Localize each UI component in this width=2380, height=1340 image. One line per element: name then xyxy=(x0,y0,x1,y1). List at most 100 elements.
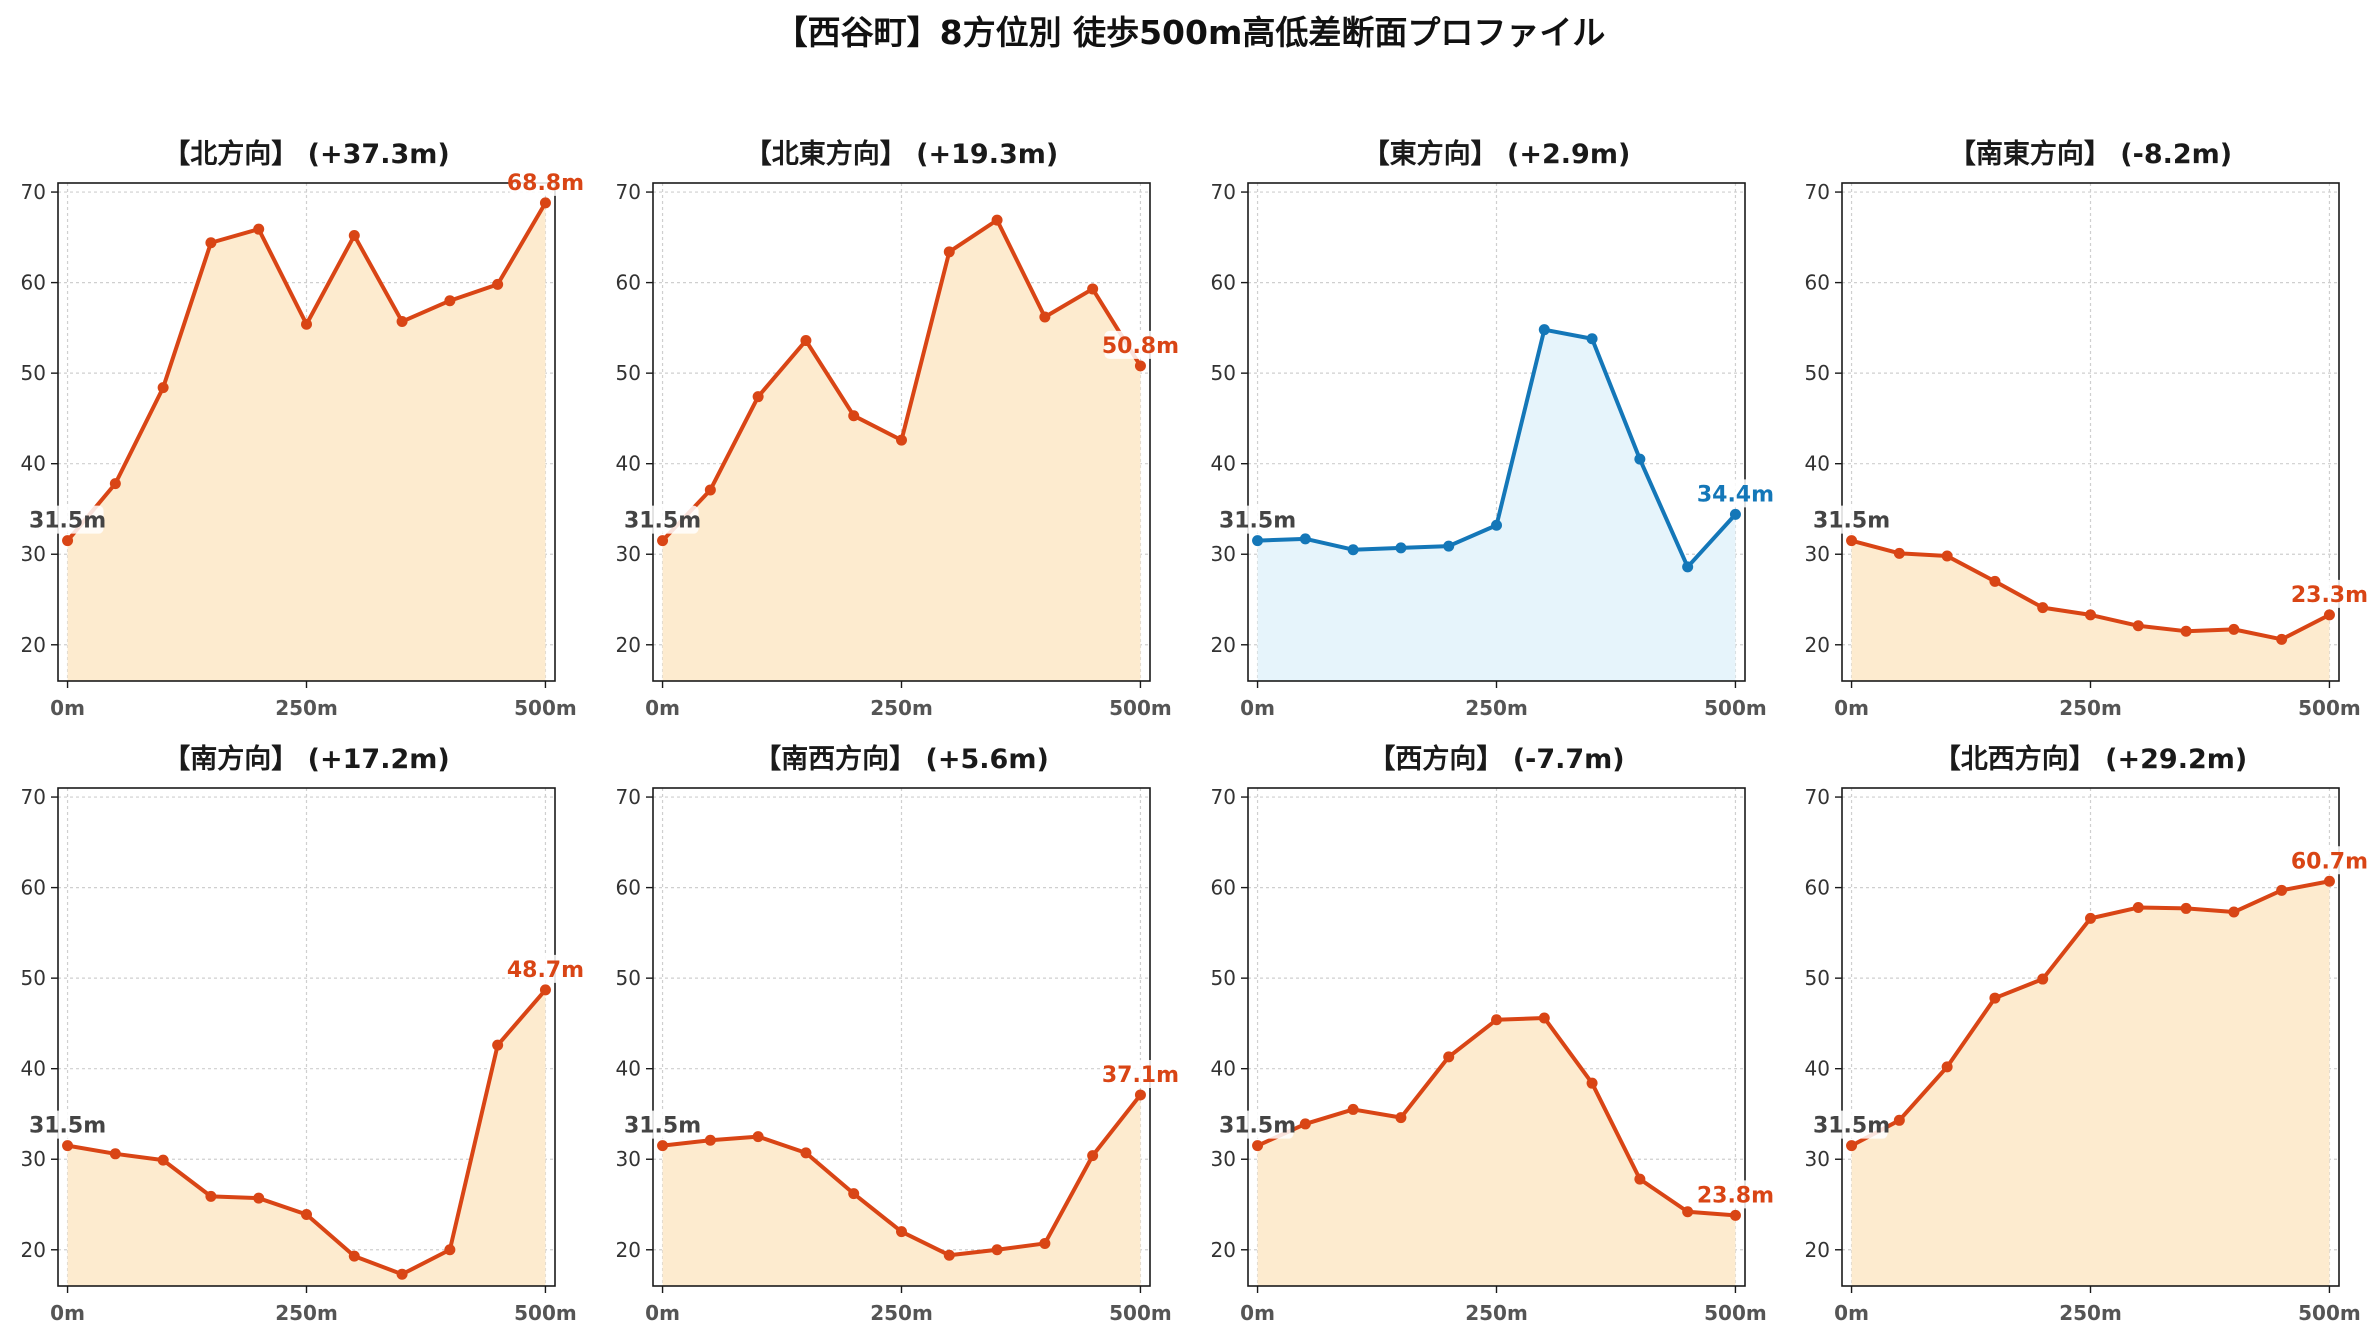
y-tick-label: 70 xyxy=(616,785,641,809)
y-tick-label: 40 xyxy=(21,452,46,476)
y-tick-label: 60 xyxy=(1211,271,1236,295)
elevation-point xyxy=(1443,1051,1455,1063)
elevation-area xyxy=(1851,881,2330,1286)
elevation-point xyxy=(1586,1077,1598,1089)
elevation-point xyxy=(2323,875,2335,887)
y-tick-label: 70 xyxy=(1211,785,1236,809)
y-tick-label: 60 xyxy=(1211,876,1236,900)
y-tick-label: 40 xyxy=(1805,452,1830,476)
profile-panel: 20 30 40 50 60 70 0m 250m 500m 【北西方向】 (+29.2m) 31.… xyxy=(1805,743,2369,1325)
elevation-point xyxy=(1941,550,1953,562)
elevation-point xyxy=(1039,311,1051,323)
y-tick-label: 30 xyxy=(616,542,641,566)
elevation-point xyxy=(1347,1103,1359,1115)
profile-panel: 20 30 40 50 60 70 0m 250m 500m 【南方向】 (+17.2m) 31.5… xyxy=(21,743,585,1325)
elevation-point xyxy=(253,223,265,235)
elevation-point xyxy=(492,1039,504,1051)
elevation-point xyxy=(1087,1150,1099,1162)
panel-title: 【北東方向】 (+19.3m) xyxy=(745,138,1058,170)
start-elevation-label: 31.5m xyxy=(29,1114,106,1139)
elevation-point xyxy=(539,197,551,209)
elevation-point xyxy=(657,535,669,547)
elevation-point xyxy=(62,1140,74,1152)
y-tick-label: 40 xyxy=(616,1057,641,1081)
y-tick-label: 60 xyxy=(21,876,46,900)
x-tick-label: 250m xyxy=(275,1301,338,1325)
x-tick-label: 500m xyxy=(1109,1301,1172,1325)
elevation-point xyxy=(2180,902,2192,914)
y-tick-label: 40 xyxy=(1211,452,1236,476)
profile-panel: 20 30 40 50 60 70 0m 250m 500m 【北東方向】 (+19.3m) 31.… xyxy=(616,138,1180,720)
end-elevation-label: 23.3m xyxy=(2291,583,2368,608)
x-tick-label: 250m xyxy=(2059,1301,2122,1325)
elevation-point xyxy=(2228,906,2240,918)
elevation-point xyxy=(1893,1114,1905,1126)
x-tick-label: 250m xyxy=(870,696,933,720)
y-tick-label: 40 xyxy=(616,452,641,476)
elevation-point xyxy=(396,1268,408,1280)
elevation-area xyxy=(662,220,1141,681)
y-tick-label: 70 xyxy=(21,785,46,809)
x-tick-label: 250m xyxy=(1465,696,1528,720)
y-tick-label: 50 xyxy=(21,361,46,385)
elevation-point xyxy=(1395,542,1407,554)
elevation-point xyxy=(1586,333,1598,345)
end-label-bg xyxy=(509,167,582,196)
y-tick-label: 20 xyxy=(1805,633,1830,657)
y-tick-label: 20 xyxy=(1211,633,1236,657)
x-tick-label: 0m xyxy=(50,696,85,720)
elevation-point xyxy=(1893,547,1905,559)
elevation-point xyxy=(1729,1209,1741,1221)
end-label-bg xyxy=(1699,479,1772,508)
panel-title: 【北方向】 (+37.3m) xyxy=(163,138,449,170)
elevation-point xyxy=(109,1148,121,1160)
start-elevation-label: 31.5m xyxy=(624,509,701,534)
y-tick-label: 20 xyxy=(1211,1238,1236,1262)
y-tick-label: 50 xyxy=(1211,966,1236,990)
start-label-bg xyxy=(31,505,104,534)
elevation-point xyxy=(1682,561,1694,573)
y-tick-label: 30 xyxy=(1805,542,1830,566)
elevation-point xyxy=(444,295,456,307)
x-tick-label: 0m xyxy=(1834,696,1869,720)
elevation-point xyxy=(657,1140,669,1152)
y-tick-label: 30 xyxy=(1211,1147,1236,1171)
y-tick-label: 50 xyxy=(1805,966,1830,990)
y-tick-label: 70 xyxy=(1805,785,1830,809)
x-tick-label: 500m xyxy=(1109,696,1172,720)
elevation-point xyxy=(1252,1140,1264,1152)
elevation-point xyxy=(896,434,907,446)
x-tick-label: 0m xyxy=(645,1301,680,1325)
elevation-point xyxy=(2037,973,2049,985)
end-label-bg xyxy=(509,954,582,983)
x-tick-label: 250m xyxy=(870,1301,933,1325)
elevation-point xyxy=(205,1190,217,1202)
elevation-area xyxy=(662,1094,1141,1286)
elevation-point xyxy=(1729,508,1741,520)
x-tick-label: 250m xyxy=(275,696,338,720)
end-label-bg xyxy=(1699,1180,1772,1209)
start-label-bg xyxy=(626,1110,699,1139)
y-tick-label: 20 xyxy=(1805,1238,1830,1262)
start-elevation-label: 31.5m xyxy=(29,509,106,534)
y-tick-label: 60 xyxy=(1805,271,1830,295)
elevation-point xyxy=(2323,609,2335,621)
elevation-point xyxy=(1299,533,1311,545)
start-elevation-label: 31.5m xyxy=(1813,509,1890,534)
end-elevation-label: 50.8m xyxy=(1102,334,1179,359)
y-tick-label: 20 xyxy=(21,1238,46,1262)
elevation-point xyxy=(253,1192,265,1204)
elevation-point xyxy=(1087,283,1099,295)
x-tick-label: 250m xyxy=(1465,1301,1528,1325)
panel-title: 【南西方向】 (+5.6m) xyxy=(754,743,1049,775)
y-tick-label: 40 xyxy=(1805,1057,1830,1081)
elevation-area xyxy=(67,202,546,682)
elevation-point xyxy=(444,1244,456,1256)
y-tick-label: 50 xyxy=(616,361,641,385)
profile-panel: 20 30 40 50 60 70 0m 250m 500m 【北方向】 (+37.3m) 31.5… xyxy=(21,138,585,720)
elevation-point xyxy=(1846,535,1858,547)
y-tick-label: 60 xyxy=(616,271,641,295)
elevation-point xyxy=(848,1188,860,1200)
elevation-point xyxy=(800,1147,812,1159)
